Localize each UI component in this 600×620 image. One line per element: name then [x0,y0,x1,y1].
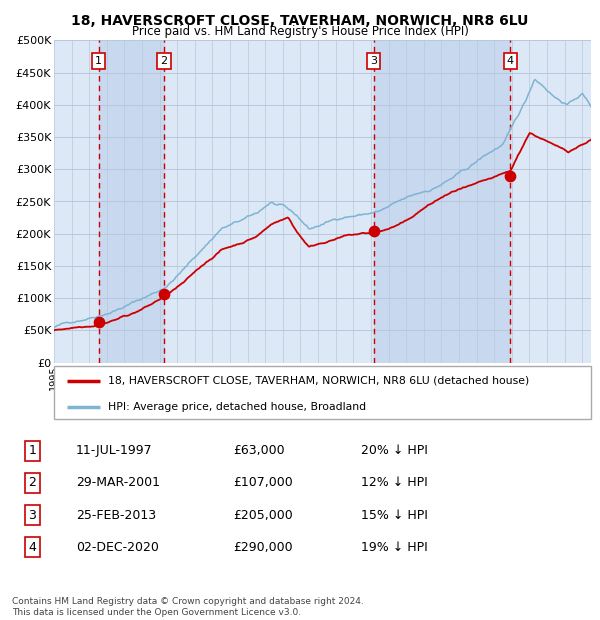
Text: 3: 3 [370,56,377,66]
Text: 4: 4 [28,541,37,554]
Bar [374,40,511,363]
Text: 11-JUL-1997: 11-JUL-1997 [76,445,152,458]
Text: 25-FEB-2013: 25-FEB-2013 [76,508,156,521]
Point [369,226,379,236]
Text: 1: 1 [28,445,37,458]
Bar [98,40,164,363]
Text: 3: 3 [28,508,37,521]
Text: 19% ↓ HPI: 19% ↓ HPI [361,541,428,554]
Text: 12% ↓ HPI: 12% ↓ HPI [361,477,428,489]
Text: £63,000: £63,000 [233,445,285,458]
Text: 18, HAVERSCROFT CLOSE, TAVERHAM, NORWICH, NR8 6LU (detached house): 18, HAVERSCROFT CLOSE, TAVERHAM, NORWICH… [108,376,529,386]
Text: 15% ↓ HPI: 15% ↓ HPI [361,508,428,521]
Text: £205,000: £205,000 [233,508,293,521]
Text: 02-DEC-2020: 02-DEC-2020 [76,541,159,554]
Text: Price paid vs. HM Land Registry's House Price Index (HPI): Price paid vs. HM Land Registry's House … [131,25,469,38]
Text: 29-MAR-2001: 29-MAR-2001 [76,477,160,489]
Text: Contains HM Land Registry data © Crown copyright and database right 2024.
This d: Contains HM Land Registry data © Crown c… [12,598,364,617]
Point [94,317,103,327]
Point [506,170,515,180]
Text: 4: 4 [507,56,514,66]
Text: 1: 1 [95,56,102,66]
Text: £107,000: £107,000 [233,477,293,489]
Text: 18, HAVERSCROFT CLOSE, TAVERHAM, NORWICH, NR8 6LU: 18, HAVERSCROFT CLOSE, TAVERHAM, NORWICH… [71,14,529,28]
Text: HPI: Average price, detached house, Broadland: HPI: Average price, detached house, Broa… [108,402,366,412]
Text: £290,000: £290,000 [233,541,293,554]
Point [159,289,169,299]
FancyBboxPatch shape [54,366,591,418]
Text: 20% ↓ HPI: 20% ↓ HPI [361,445,428,458]
Text: 2: 2 [160,56,167,66]
Text: 2: 2 [28,477,37,489]
